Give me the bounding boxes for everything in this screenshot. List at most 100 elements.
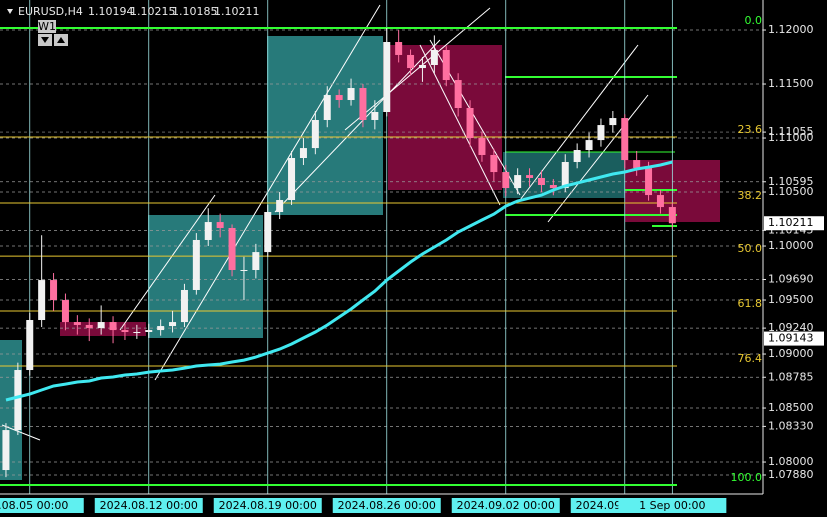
channel-line xyxy=(1,424,41,441)
candle-body xyxy=(240,270,248,272)
candle-body xyxy=(621,118,629,161)
candle-body xyxy=(180,289,188,323)
candle-body xyxy=(14,370,22,431)
candle-body xyxy=(252,252,260,271)
date-label-box xyxy=(451,498,560,513)
fib-label: 38.2 xyxy=(738,189,763,202)
arrow-icon xyxy=(41,37,49,43)
candle-body xyxy=(204,222,212,240)
candle-body xyxy=(418,65,426,69)
candle-body xyxy=(668,207,676,224)
candle-body xyxy=(157,326,165,331)
x-tick-label: 1 Sep 00:00 xyxy=(639,499,705,512)
fib-label: 76.4 xyxy=(738,352,763,365)
candle-body xyxy=(549,185,557,189)
candle-body xyxy=(490,154,498,173)
candle-body xyxy=(407,54,415,69)
candle-body xyxy=(228,227,236,271)
moving-average xyxy=(5,160,673,402)
candle-body xyxy=(454,80,462,109)
candle-body xyxy=(216,222,224,228)
y-tick-label: 1.09500 xyxy=(768,293,814,306)
price-marker-box xyxy=(764,216,824,231)
timeframe-label[interactable]: W1 xyxy=(38,20,56,33)
candle-body xyxy=(97,322,105,329)
candle-body xyxy=(50,280,58,301)
candle-body xyxy=(299,148,307,159)
quote-value: 1.10215 xyxy=(130,5,176,18)
candle-body xyxy=(359,88,367,120)
candle-body xyxy=(347,88,355,101)
price-marker-label: 1.10211 xyxy=(768,216,814,229)
candle-body xyxy=(526,175,534,178)
candle-body xyxy=(597,125,605,141)
candle-body xyxy=(109,322,117,331)
candle-body xyxy=(145,330,153,332)
candle-body xyxy=(264,212,272,253)
candle-body xyxy=(537,177,545,186)
x-tick-label: 2024.09.02 00:00 xyxy=(457,499,555,512)
candle-body xyxy=(371,111,379,120)
candle-body xyxy=(26,320,34,371)
channel-line xyxy=(274,39,441,213)
date-label-box xyxy=(332,498,441,513)
fib-label: 100.0 xyxy=(731,471,763,484)
x-tick-label: 2024.08.12 00:00 xyxy=(100,499,198,512)
candle-body xyxy=(478,138,486,155)
menu-arrow[interactable] xyxy=(7,9,13,14)
channel-line xyxy=(419,44,501,206)
y-tick-label: 1.08330 xyxy=(768,419,814,432)
y-tick-label: 1.10000 xyxy=(768,239,814,252)
candle-body xyxy=(38,280,46,321)
candle-body xyxy=(656,195,664,208)
candle-body xyxy=(585,140,593,151)
candle-body xyxy=(645,168,653,196)
candle-body xyxy=(633,160,641,169)
candle-body xyxy=(133,331,141,333)
chart-layer: 0.0 23.6 38.2 50.0 61.8 76.4 100.0 xyxy=(0,0,763,494)
price-marker-box xyxy=(764,331,824,346)
candle-body xyxy=(514,175,522,189)
candle-body xyxy=(430,50,438,66)
timeframe-button[interactable] xyxy=(38,20,56,33)
y-tick-label: 1.10595 xyxy=(768,175,814,188)
date-label-box xyxy=(213,498,322,513)
x-tick-label: 4.08.05 00:00 xyxy=(0,499,68,512)
date-label-box xyxy=(618,498,727,513)
candle-body xyxy=(276,200,284,213)
candle-body xyxy=(573,150,581,163)
candle-body xyxy=(288,158,296,201)
quote-value: 1.10194 xyxy=(88,5,134,18)
y-tick-label: 1.08500 xyxy=(768,401,814,414)
quote-value: 1.10211 xyxy=(214,5,260,18)
y-tick-label: 1.07880 xyxy=(768,468,814,481)
arrow-icon xyxy=(57,37,65,43)
candle-body xyxy=(466,108,474,139)
y-tick-label: 1.11055 xyxy=(768,125,814,138)
y-tick-label: 1.09240 xyxy=(768,321,814,334)
y-tick-label: 1.08000 xyxy=(768,455,814,468)
fib-label: 50.0 xyxy=(738,242,763,255)
quote-value: 1.10185 xyxy=(172,5,218,18)
candle-body xyxy=(442,50,450,81)
x-tick-label: 2024.08.19 00:00 xyxy=(219,499,317,512)
candle-body xyxy=(169,322,177,327)
candle-body xyxy=(121,330,129,332)
candle-body xyxy=(85,324,93,329)
date-label-box xyxy=(94,498,203,513)
channel-line xyxy=(119,194,216,331)
y-tick-label: 1.11000 xyxy=(768,131,814,144)
candle-body xyxy=(73,322,81,325)
candle-body xyxy=(2,430,10,471)
candle-body xyxy=(383,42,391,112)
x-tick-label: 2024.08.26 00:00 xyxy=(338,499,436,512)
candle-body xyxy=(61,300,69,323)
candle-body xyxy=(335,95,343,101)
candle-body xyxy=(192,239,200,290)
y-tick-label: 1.09000 xyxy=(768,347,814,360)
fib-label: 23.6 xyxy=(738,123,763,136)
candle-body xyxy=(323,95,331,120)
channel-line xyxy=(519,44,639,201)
